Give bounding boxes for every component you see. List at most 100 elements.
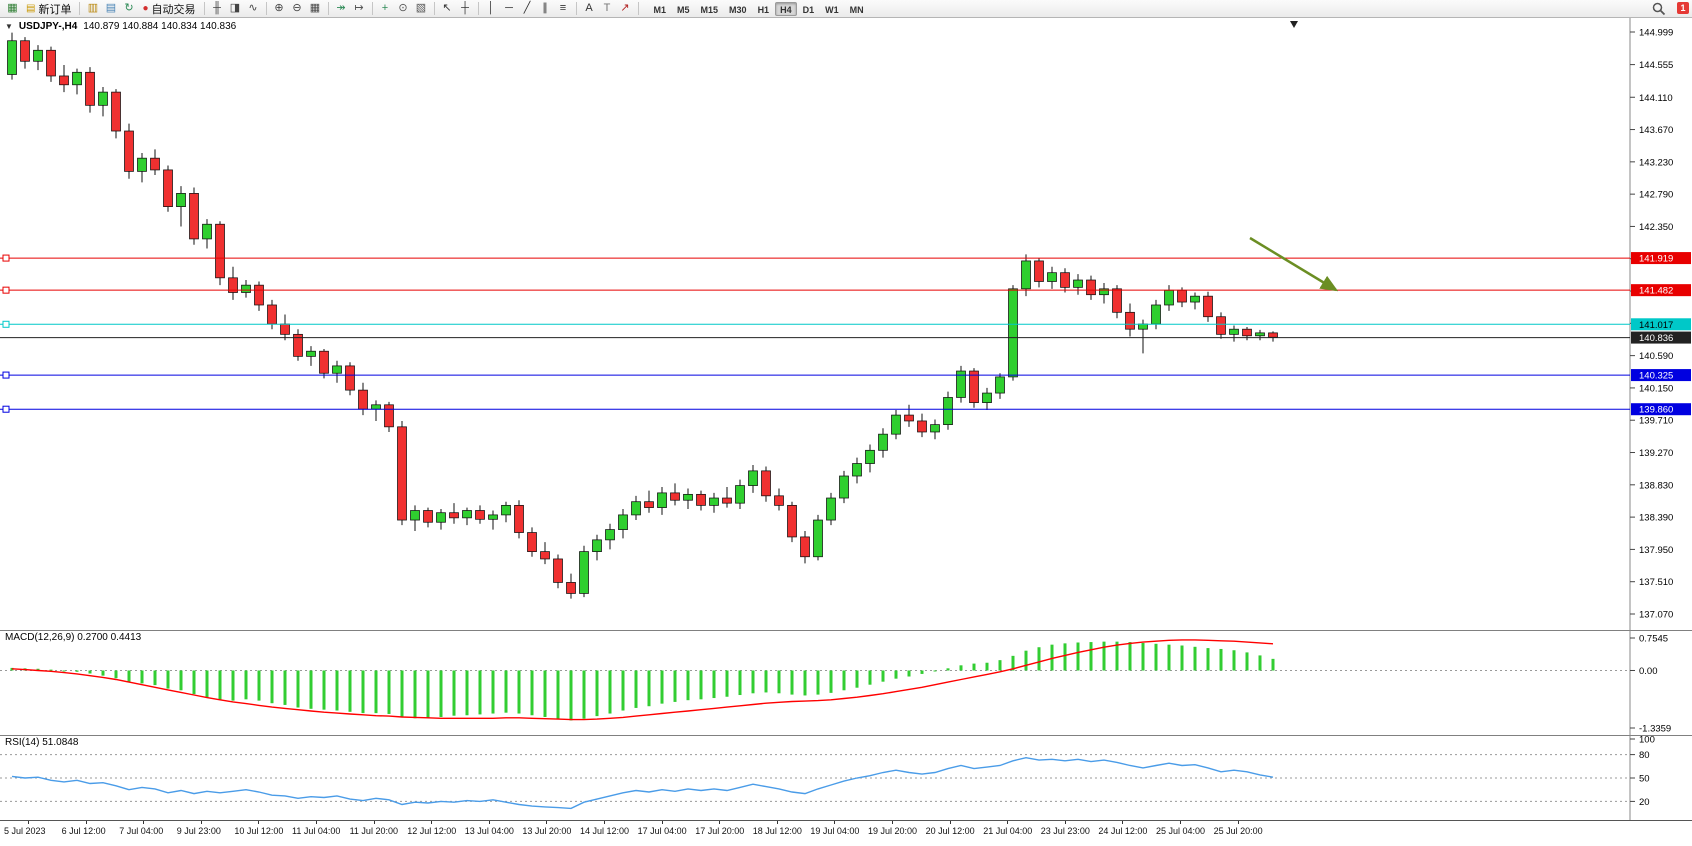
macd-histogram-bar	[244, 670, 248, 700]
autotrading-button-label: 自动交易	[151, 3, 196, 16]
time-axis-tick	[719, 821, 721, 824]
trendline-icon[interactable]: ╱	[519, 1, 536, 16]
one-click-trading-toggle[interactable]: ▼	[5, 22, 13, 31]
timeframe-m1-button[interactable]: M1	[653, 4, 667, 15]
time-axis-tick	[143, 821, 145, 824]
candle-body	[657, 492, 667, 508]
candle-body	[891, 414, 901, 435]
candle-body	[670, 492, 680, 501]
new-order-button[interactable]: ▤ 新订单	[22, 1, 75, 16]
price-tick-label: 140.590	[1639, 351, 1673, 362]
price-line-handle[interactable]	[2, 254, 10, 262]
cursor-icon[interactable]: ↖	[439, 1, 456, 16]
auto-scroll-icon[interactable]: ↠	[333, 1, 350, 16]
timeframe-m30-button[interactable]: M30	[729, 4, 747, 15]
time-axis-tick	[85, 821, 87, 824]
macd-histogram-bar	[738, 670, 742, 696]
time-axis-tick	[1180, 821, 1181, 824]
time-axis-label: 25 Jul 04:00	[1156, 826, 1206, 836]
price-line-handle[interactable]	[2, 405, 10, 413]
rsi-axis-label: 50	[1639, 774, 1650, 785]
timeframe-mn-button[interactable]: MN	[849, 4, 864, 15]
periods-icon[interactable]: ⊙	[395, 1, 412, 16]
timeframe-m5-button[interactable]: M5	[677, 4, 690, 15]
candle-body	[410, 510, 420, 521]
timeframe-h1-button[interactable]: H1	[757, 4, 770, 15]
zoom-out-icon-glyph: ⊖	[292, 2, 302, 14]
candle-body	[397, 426, 407, 521]
macd-histogram-bar	[1037, 647, 1041, 671]
macd-histogram-bar	[413, 670, 417, 719]
zoom-in-icon[interactable]: ⊕	[271, 1, 288, 16]
indicators-icon[interactable]: +	[377, 1, 394, 16]
candle-body	[1138, 323, 1148, 330]
text-label-icon[interactable]: T	[599, 1, 616, 16]
macd-panel[interactable]: 0.7545 0.00 -1.3359	[0, 630, 1692, 735]
macd-histogram-bar	[1271, 658, 1275, 671]
arrows-icon[interactable]: ↗	[617, 1, 634, 16]
macd-histogram-bar	[62, 670, 66, 672]
candle-body	[1255, 332, 1265, 337]
time-axis[interactable]: 5 Jul 2023 6 Jul 12:00 7 Jul 04:00 9 Jul 23…	[0, 820, 1692, 846]
crosshair-icon[interactable]: ┼	[457, 1, 474, 16]
macd-histogram-bar	[114, 670, 118, 679]
candle-body	[1112, 288, 1122, 313]
autotrading-button[interactable]: ● 自动交易	[138, 1, 199, 16]
macd-histogram-bar	[803, 670, 807, 696]
tile-windows-icon[interactable]: ▦	[307, 1, 324, 16]
timeframe-d1-button[interactable]: D1	[802, 4, 815, 15]
market-watch-icon[interactable]: ▥	[84, 1, 101, 16]
notification-badge[interactable]: 1	[1677, 2, 1689, 14]
templates-icon[interactable]: ▧	[413, 1, 430, 16]
candle-body	[475, 510, 485, 520]
toolbar-separator	[575, 2, 577, 15]
candle-body	[1151, 304, 1161, 325]
time-axis-tick	[949, 821, 951, 824]
price-line-handle[interactable]	[2, 371, 10, 379]
time-axis-label: 19 Jul 04:00	[810, 826, 860, 836]
new-chart-icon[interactable]: ▦	[4, 1, 21, 16]
line-chart-icon[interactable]: ∿	[245, 1, 262, 16]
candle-body	[579, 551, 589, 594]
time-axis-tick	[1007, 821, 1009, 824]
trend-arrow-annotation[interactable]	[1249, 236, 1339, 292]
chart-shift-icon[interactable]: ↦	[351, 1, 368, 16]
price-line-handle[interactable]	[2, 320, 10, 328]
price-tick-label: 143.230	[1639, 157, 1673, 168]
channel-icon[interactable]: ∥	[537, 1, 554, 16]
candle-body	[1242, 328, 1252, 337]
time-axis-label: 13 Jul 20:00	[522, 826, 572, 836]
timeframe-m15-button[interactable]: M15	[700, 4, 719, 15]
candlestick-chart-icon[interactable]: ◨	[227, 1, 244, 16]
fibonacci-icon[interactable]: ≡	[555, 1, 572, 16]
timeframe-h4-button[interactable]: H4	[775, 1, 797, 16]
macd-histogram-bar	[829, 670, 833, 693]
rsi-axis-label: 20	[1639, 797, 1650, 808]
macd-histogram-bar	[673, 670, 677, 702]
data-window-icon[interactable]: ▤	[102, 1, 119, 16]
chart-shift-marker[interactable]	[1290, 21, 1298, 28]
price-line-label: 140.325	[1639, 371, 1673, 382]
macd-histogram-bar	[1024, 650, 1028, 671]
text-icon[interactable]: A	[581, 1, 598, 16]
time-axis-label: 21 Jul 04:00	[983, 826, 1033, 836]
time-axis-label: 6 Jul 12:00	[61, 826, 106, 836]
macd-histogram-bar	[1115, 641, 1119, 671]
bar-chart-icon[interactable]: ╫	[209, 1, 226, 16]
rsi-panel[interactable]: 100 80 50 20	[0, 735, 1692, 820]
zoom-out-icon[interactable]: ⊖	[289, 1, 306, 16]
candle-body	[1034, 260, 1044, 282]
main-chart-panel[interactable]: 144.999 144.555 144.110 143.670 143.230 142.7…	[0, 18, 1692, 630]
vertical-line-icon[interactable]: │	[483, 1, 500, 16]
search-icon[interactable]	[1652, 2, 1666, 16]
price-line-handle[interactable]	[2, 286, 10, 294]
timeframe-w1-button[interactable]: W1	[825, 4, 839, 15]
macd-histogram-bar	[764, 670, 768, 693]
horizontal-line-icon[interactable]: ─	[501, 1, 518, 16]
navigator-icon[interactable]: ↻	[120, 1, 137, 16]
candle-body	[462, 510, 472, 519]
price-tick-label: 144.555	[1639, 60, 1673, 71]
macd-histogram-bar	[751, 670, 755, 694]
candle-body	[644, 501, 654, 508]
macd-histogram-bar	[998, 660, 1002, 671]
